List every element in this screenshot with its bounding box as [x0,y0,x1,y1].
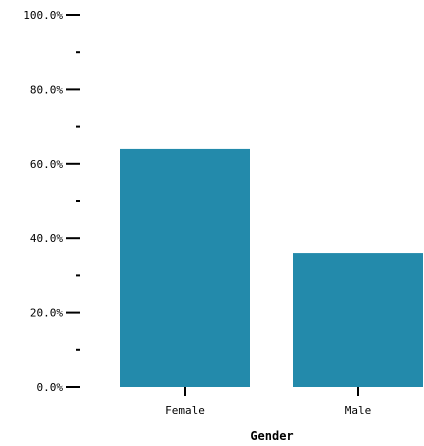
x-axis-title: Gender [250,429,293,443]
bar-male [293,253,423,387]
y-tick-label: 60.0% [30,158,63,171]
y-tick-label: 80.0% [30,83,63,96]
bar-female [120,148,250,387]
y-tick-label: 0.0% [37,381,64,394]
x-tick-label: Male [345,404,372,417]
y-axis: 0.0% 20.0% 40.0% 60.0% 80.0% 100.0% [23,9,80,394]
y-tick-label: 100.0% [23,9,63,22]
bars [120,148,423,387]
y-tick-label: 20.0% [30,307,63,320]
y-tick-label: 40.0% [30,232,63,245]
x-axis: Female Male [165,387,371,417]
x-tick-label: Female [165,404,205,417]
